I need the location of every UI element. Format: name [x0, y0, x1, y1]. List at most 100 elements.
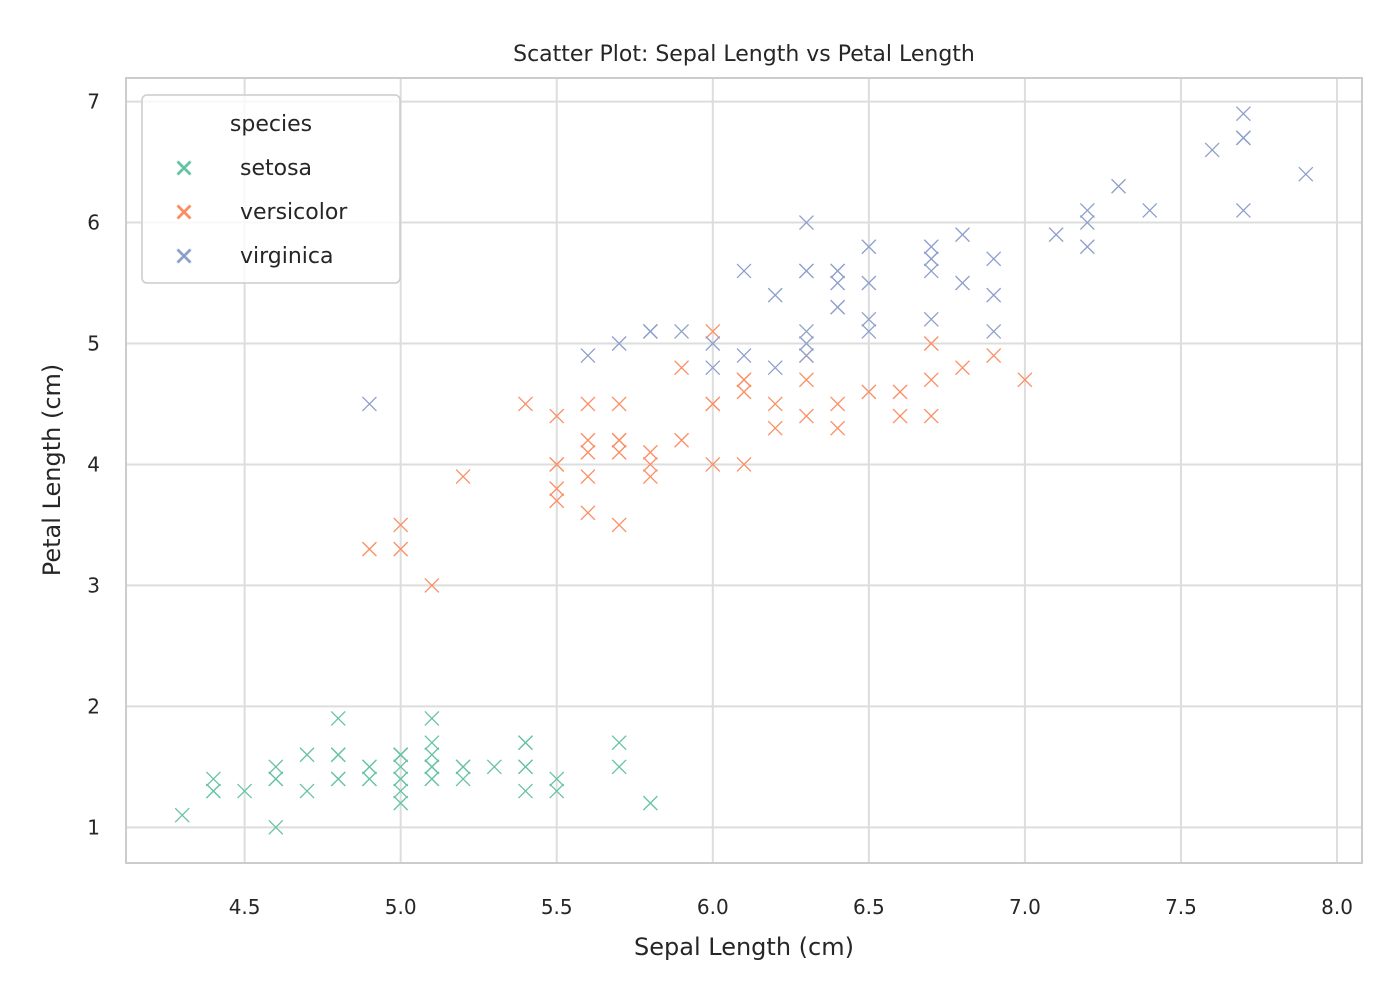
data-point [986, 348, 1002, 364]
data-point [268, 771, 284, 787]
x-tick-label: 8.0 [1321, 895, 1353, 919]
data-point [767, 287, 783, 303]
legend-box [141, 94, 401, 284]
data-point [580, 469, 596, 485]
data-point [518, 396, 533, 412]
legend-label-versicolor: versicolor [240, 200, 348, 225]
data-point [1204, 142, 1220, 158]
data-point [1079, 202, 1095, 218]
data-point [455, 771, 471, 787]
data-point [424, 577, 440, 593]
data-point [923, 251, 939, 267]
data-point [330, 771, 346, 787]
data-point [705, 396, 721, 412]
data-point [330, 747, 346, 763]
data-point [424, 735, 440, 751]
data-point [424, 747, 440, 763]
data-point [955, 275, 970, 291]
data-point [798, 372, 814, 388]
data-point [268, 759, 284, 775]
data-point [1079, 215, 1095, 231]
data-point [330, 710, 346, 726]
grid [126, 78, 1362, 863]
legend-marker-virginica [176, 248, 192, 264]
data-point [642, 444, 658, 460]
data-point [830, 420, 846, 436]
y-tick-label: 2 [87, 694, 100, 718]
data-point [299, 783, 315, 799]
data-point [611, 517, 627, 533]
data-point [393, 759, 409, 775]
data-point [205, 771, 221, 787]
x-axis-ticks: 4.5 5.0 5.5 6.0 6.5 7.0 7.5 8.0 [229, 895, 1353, 919]
data-point [393, 783, 409, 799]
data-point [892, 384, 908, 400]
data-point [861, 323, 877, 339]
x-axis-label: Sepal Length (cm) [634, 933, 854, 961]
x-tick-label: 7.0 [1009, 895, 1041, 919]
x-tick-label: 5.5 [541, 895, 573, 919]
data-point [518, 783, 533, 799]
data-point [736, 372, 752, 388]
data-point [923, 311, 939, 327]
data-point [986, 251, 1002, 267]
legend-marker-versicolor [176, 204, 192, 220]
data-point [767, 360, 783, 376]
y-axis-label: Petal Length (cm) [38, 364, 66, 577]
data-point [580, 444, 596, 460]
data-point [923, 372, 939, 388]
data-point [705, 456, 721, 472]
data-point [611, 336, 627, 351]
data-point [393, 541, 409, 557]
data-point [986, 323, 1002, 339]
data-point [361, 759, 377, 775]
data-point [424, 771, 440, 787]
data-point [674, 432, 690, 448]
data-point [830, 299, 846, 315]
data-point [549, 408, 565, 424]
data-point [798, 263, 814, 279]
data-point [674, 360, 690, 376]
data-point [767, 420, 783, 436]
data-point [830, 275, 846, 291]
data-point [268, 819, 284, 835]
data-point [736, 384, 752, 400]
data-point [1017, 372, 1033, 388]
data-point [923, 263, 939, 279]
data-point [580, 505, 596, 521]
data-point [393, 795, 409, 811]
series-versicolor [361, 323, 1033, 593]
data-point [923, 239, 939, 255]
data-point [518, 735, 533, 751]
data-point [361, 771, 377, 787]
data-point [549, 481, 565, 497]
data-point [518, 759, 533, 775]
data-point [830, 263, 846, 279]
data-point [705, 360, 721, 376]
data-point [830, 396, 846, 412]
series-setosa [174, 710, 658, 835]
data-point [642, 456, 658, 472]
data-point [455, 759, 471, 775]
data-point [1048, 227, 1064, 243]
data-point [736, 263, 752, 279]
data-point [611, 735, 627, 751]
legend-entries: setosa versicolor virginica [176, 156, 348, 269]
data-point [361, 541, 377, 557]
data-point [1235, 106, 1251, 122]
data-point [955, 227, 970, 243]
plot-frame [125, 77, 1363, 864]
data-point [1111, 178, 1127, 194]
chart-title: Scatter Plot: Sepal Length vs Petal Leng… [513, 42, 975, 67]
data-point [674, 323, 690, 339]
series-virginica [361, 106, 1314, 412]
legend-marker-setosa [176, 160, 192, 176]
data-point [798, 336, 814, 351]
data-point [549, 783, 565, 799]
data-point [861, 275, 877, 291]
data-point [237, 783, 253, 799]
legend-label-virginica: virginica [240, 244, 334, 269]
data-point [986, 287, 1002, 303]
data-point [549, 771, 565, 787]
